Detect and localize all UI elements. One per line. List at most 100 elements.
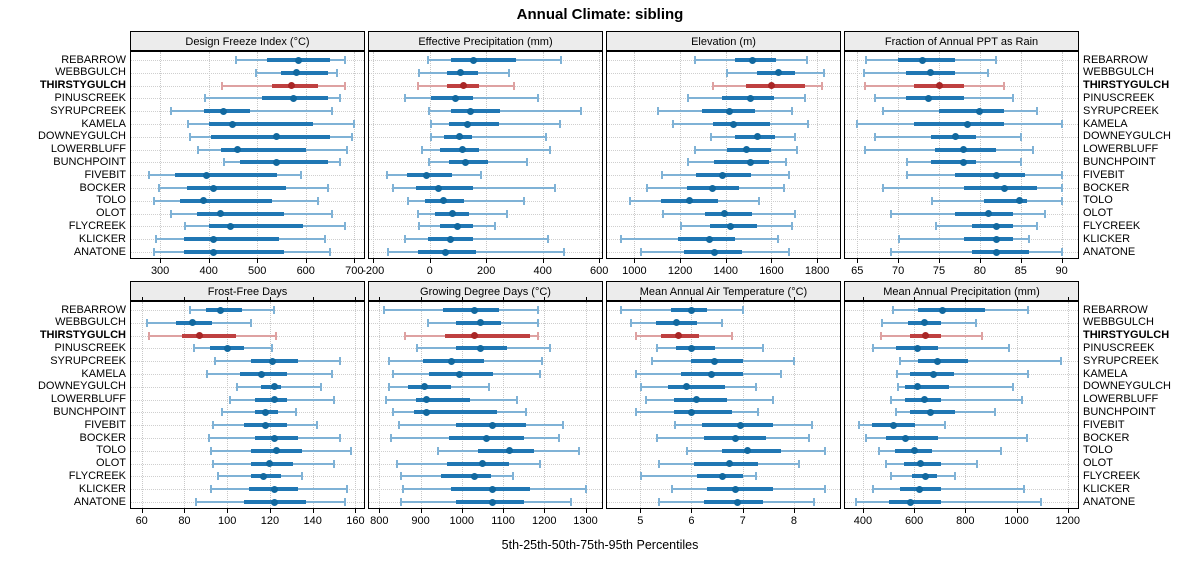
site-label-left-bocker: BOCKER	[79, 431, 126, 444]
gridline-vertical	[585, 302, 587, 508]
whisker-cap-5th	[428, 107, 431, 116]
site-label-left-lowerbluff: LOWERBLUFF	[50, 143, 126, 156]
median-dot	[675, 332, 683, 340]
whisker-cap-95th	[346, 145, 348, 154]
median-dot	[467, 107, 475, 115]
box-25th-75th	[203, 109, 250, 114]
whisker-cap-5th	[640, 382, 643, 391]
axis-tick-label: 1800	[804, 265, 830, 277]
median-dot	[730, 120, 738, 128]
panel-strip-mean-annual-precipitation-mm: Mean Annual Precipitation (mm)	[844, 281, 1079, 301]
site-label-left-downeygulch: DOWNEYGULCH	[37, 130, 126, 143]
axis-tick-label: 75	[932, 265, 946, 277]
box-25th-75th	[917, 308, 985, 312]
whisker-cap-95th	[526, 158, 529, 167]
site-label-left-anatone: ANATONE	[73, 245, 126, 258]
whisker-cap-5th	[880, 318, 883, 327]
median-dot	[423, 171, 431, 179]
whisker-cap-5th	[421, 145, 424, 154]
median-dot	[910, 447, 918, 455]
median-dot	[687, 306, 695, 314]
whisker-5th-95th	[871, 347, 1009, 350]
axis-tick	[305, 259, 307, 263]
whisker-cap-5th	[873, 132, 876, 141]
axis-tick	[634, 259, 636, 263]
whisker-cap-95th	[578, 446, 581, 455]
box-25th-75th	[208, 224, 304, 229]
box-25th-75th	[445, 333, 530, 338]
whisker-cap-95th	[493, 222, 496, 231]
gridline-vertical	[544, 302, 546, 508]
site-label-right-bocker: BOCKER	[1083, 181, 1130, 194]
whisker-cap-5th	[426, 318, 429, 327]
whisker-cap-5th	[898, 357, 901, 366]
whisker-cap-5th	[680, 222, 683, 231]
median-dot	[470, 472, 478, 480]
site-label-left-syrupcreek: SYRUPCREEK	[50, 354, 126, 367]
gridline-vertical	[184, 302, 186, 508]
axis-tick	[585, 297, 587, 301]
whisker-5th-95th	[889, 398, 1022, 401]
axis-tick-label: 1200	[667, 265, 693, 277]
median-dot	[734, 498, 742, 506]
box-25th-75th	[414, 410, 497, 415]
whisker-cap-5th	[207, 434, 210, 442]
site-label-left-webbgulch: WEBBGULCH	[55, 316, 126, 329]
whisker-cap-5th	[709, 132, 712, 141]
whisker-cap-5th	[930, 196, 933, 205]
whisker-cap-95th	[513, 81, 516, 90]
axis-tick	[312, 509, 314, 513]
axis-tick	[486, 259, 488, 263]
axis-tick	[1016, 297, 1018, 301]
chart-title: Annual Climate: sibling	[516, 6, 684, 23]
median-dot	[421, 383, 429, 391]
median-dot	[447, 235, 455, 243]
median-dot	[290, 94, 298, 102]
axis-tick-label: 80	[178, 515, 191, 527]
whisker-cap-95th	[1027, 235, 1030, 244]
whisker-cap-5th	[212, 421, 215, 430]
axis-tick	[857, 259, 859, 263]
median-dot	[272, 447, 280, 455]
median-dot	[919, 56, 927, 64]
gridline-vertical	[257, 52, 259, 258]
whisker-cap-95th	[537, 318, 540, 327]
site-label-right-flycreek: FLYCREEK	[1083, 219, 1141, 232]
axis-tick	[379, 509, 381, 513]
whisker-cap-95th	[548, 145, 551, 154]
whisker-cap-95th	[987, 68, 990, 77]
median-dot	[217, 306, 225, 314]
gridline-horizontal	[845, 425, 1078, 427]
axis-tick	[979, 259, 981, 263]
whisker-cap-95th	[820, 81, 823, 90]
whisker-cap-5th	[391, 408, 394, 417]
median-dot	[441, 248, 449, 256]
whisker-cap-95th	[808, 434, 811, 442]
whisker-cap-95th	[980, 331, 983, 340]
median-dot	[270, 396, 278, 404]
axis-tick-label: 140	[303, 515, 322, 527]
axis-tick-label: 1200	[532, 515, 557, 527]
box-25th-75th	[939, 109, 1005, 114]
whisker-cap-95th	[339, 434, 342, 442]
median-dot	[270, 485, 278, 493]
whisker-cap-5th	[658, 498, 661, 506]
gridline-vertical	[503, 302, 505, 508]
axis-tick-label: 300	[150, 265, 170, 277]
axis-tick	[1067, 509, 1069, 513]
site-label-right-anatone: ANATONE	[1083, 245, 1136, 258]
median-dot	[478, 460, 486, 468]
whisker-cap-95th	[320, 382, 323, 391]
axis-tick	[184, 297, 186, 301]
median-dot	[434, 184, 442, 192]
axis-tick	[184, 509, 186, 513]
whisker-cap-95th	[1011, 382, 1014, 391]
box-25th-75th	[208, 122, 314, 126]
median-dot	[920, 319, 928, 327]
site-label-right-klicker: KLICKER	[1083, 232, 1131, 245]
box-25th-75th	[441, 474, 491, 479]
whisker-cap-5th	[855, 498, 858, 506]
whisker-cap-95th	[557, 434, 560, 442]
whisker-cap-95th	[584, 485, 587, 494]
whisker-cap-5th	[630, 318, 633, 327]
